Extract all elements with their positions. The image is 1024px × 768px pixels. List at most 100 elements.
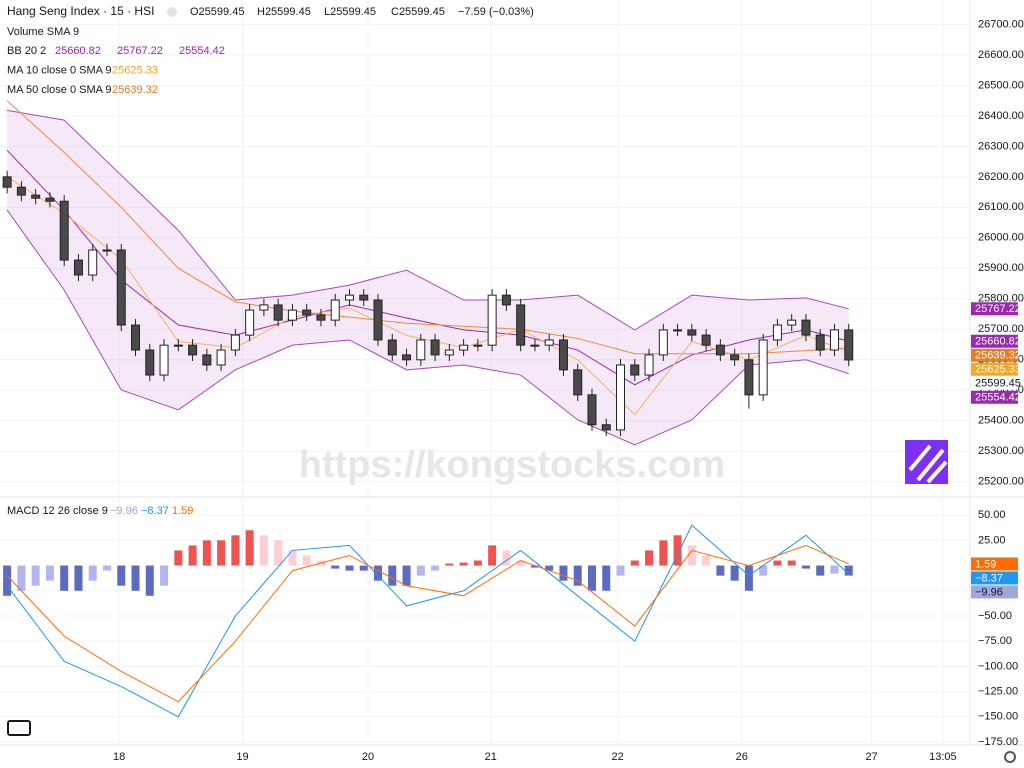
- candle-body: [616, 364, 626, 431]
- y-tick-label: 25900.00: [978, 262, 1024, 274]
- candle-body: [701, 334, 711, 346]
- price-tag: [971, 334, 1018, 348]
- price-tag: [971, 390, 1018, 404]
- legend-name: BB 20 2: [7, 45, 46, 57]
- y-tick-label: −50.00: [978, 610, 1012, 622]
- y-tick-label: 25.00: [978, 534, 1006, 546]
- y-tick-label: −175.00: [978, 736, 1018, 748]
- y-tick-label: −150.00: [978, 711, 1018, 723]
- histogram-bar: [730, 565, 739, 581]
- histogram-bar: [188, 545, 197, 566]
- price-tag-label: 25625.33: [975, 364, 1021, 376]
- candle-body: [59, 200, 69, 261]
- histogram-bar: [416, 565, 425, 576]
- price-tag: [971, 348, 1018, 362]
- candle-body: [173, 344, 183, 347]
- grid: [0, 0, 970, 745]
- price-tag: [971, 376, 1018, 390]
- histogram-bar: [645, 550, 654, 566]
- candle-body: [102, 249, 112, 252]
- legend-value: 25639.32: [112, 84, 158, 96]
- candle-body: [344, 294, 354, 301]
- candle-body: [501, 294, 511, 306]
- histogram-bar: [844, 565, 853, 576]
- eye-icon[interactable]: [167, 7, 177, 17]
- candle-body: [758, 339, 768, 396]
- histogram-bar: [816, 565, 825, 576]
- price-tag: [971, 557, 1018, 571]
- price-tag-label: −8.37: [975, 572, 1003, 584]
- indicator-line: [7, 109, 849, 331]
- histogram-bar: [131, 565, 140, 591]
- histogram-bar: [174, 550, 183, 566]
- candle-body: [673, 329, 683, 332]
- legend-value: −8.37: [141, 505, 169, 517]
- candle-body: [687, 329, 697, 336]
- candle-body: [715, 344, 725, 356]
- histogram-bar: [573, 565, 582, 586]
- histogram-bar: [801, 565, 810, 569]
- histogram-bar: [787, 560, 796, 566]
- candle-body: [230, 334, 240, 351]
- indicator-line: [6, 209, 849, 446]
- histogram-bar: [830, 565, 839, 574]
- candle-body: [145, 349, 155, 376]
- candle-body: [430, 339, 440, 356]
- candle-body: [88, 249, 98, 276]
- candle-body: [801, 319, 811, 336]
- quote-value: L25599.45: [324, 6, 376, 18]
- histogram-bar: [516, 560, 525, 566]
- histogram-bar: [259, 535, 268, 566]
- price-tag-label: 25554.42: [975, 392, 1021, 404]
- candle-body: [287, 309, 297, 321]
- x-tick-label: 19: [236, 751, 248, 763]
- tv-logo[interactable]: [7, 720, 31, 736]
- candle-body: [829, 329, 839, 351]
- histogram-bar: [31, 565, 40, 586]
- candle-body: [202, 354, 212, 366]
- candle-body: [459, 344, 469, 351]
- y-tick-label: −100.00: [978, 660, 1018, 672]
- candle-body: [45, 197, 55, 202]
- y-tick-label: 25700.00: [978, 323, 1024, 335]
- histogram-bar: [744, 565, 753, 591]
- price-tag-label: 25767.22: [975, 303, 1021, 315]
- histogram-bar: [302, 555, 311, 566]
- price-tag: [971, 585, 1018, 599]
- candle-body: [330, 299, 340, 321]
- site-logo-stripes: [908, 444, 948, 484]
- x-tick-label: 18: [113, 751, 125, 763]
- candle-body: [744, 359, 754, 396]
- price-tag: [971, 302, 1018, 316]
- chart-title: Hang Seng Index · 15 · HSI: [7, 4, 154, 18]
- x-tick-label: 13:05: [929, 751, 957, 763]
- y-tick-label: −125.00: [978, 685, 1018, 697]
- price-tag-label: 25599.45: [975, 378, 1021, 390]
- y-tick-label: 26300.00: [978, 140, 1024, 152]
- y-tick-label: 25400.00: [978, 415, 1024, 427]
- histogram-bar: [431, 565, 440, 571]
- candle-body: [630, 364, 640, 376]
- legend-name: MA 50 close 0 SMA 9: [7, 84, 112, 96]
- histogram-bar: [345, 565, 354, 571]
- y-tick-label: 50.00: [978, 509, 1006, 521]
- macd-line: [6, 524, 850, 718]
- candle-body: [787, 319, 797, 326]
- x-tick-label: 26: [736, 751, 748, 763]
- histogram-bar: [559, 565, 568, 581]
- settings-icon[interactable]: [1004, 751, 1016, 763]
- candle-body: [131, 324, 141, 351]
- quote-value: C25599.45: [391, 6, 445, 18]
- histogram-bar: [117, 565, 126, 586]
- histogram-bar: [587, 565, 596, 591]
- candle-body: [159, 344, 169, 376]
- histogram-bar: [759, 565, 768, 576]
- candle-body: [16, 186, 26, 196]
- y-tick-label: −75.00: [978, 635, 1012, 647]
- histogram-bar: [702, 555, 711, 566]
- legend-name: MA 10 close 0 SMA 9: [7, 64, 112, 76]
- y-tick-label: 26400.00: [978, 110, 1024, 122]
- legend-value: 25660.82: [55, 45, 101, 57]
